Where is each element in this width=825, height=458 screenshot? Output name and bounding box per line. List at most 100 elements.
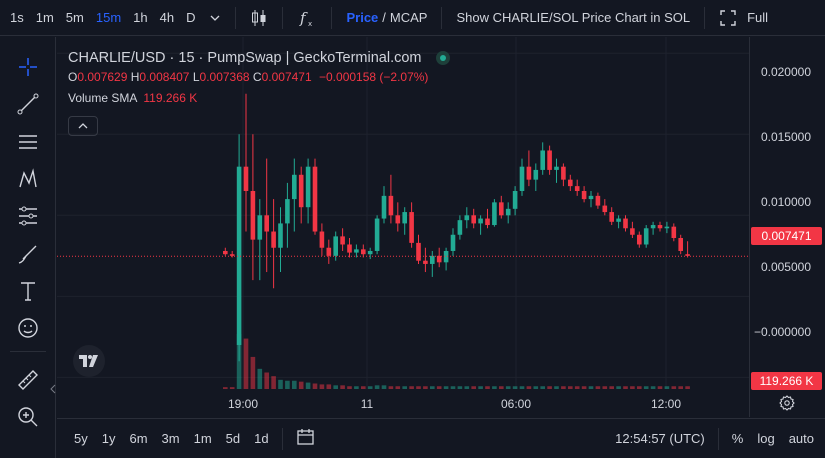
- candle-body: [478, 218, 483, 224]
- candle-body: [457, 220, 463, 235]
- candle-body: [650, 225, 656, 229]
- price-change: −0.000158 (−2.07%): [319, 70, 429, 84]
- timeframe-D[interactable]: D: [186, 10, 196, 25]
- timeframe-5m[interactable]: 5m: [65, 10, 84, 25]
- range-6m[interactable]: 6m: [129, 431, 148, 446]
- candle-body: [333, 236, 338, 256]
- log-scale-toggle[interactable]: log: [757, 431, 775, 446]
- crosshair-tool[interactable]: [13, 52, 43, 82]
- ruler-icon: [18, 370, 38, 390]
- candle-body: [312, 166, 318, 232]
- tradingview-logo[interactable]: [73, 345, 105, 377]
- volume-bar: [340, 385, 345, 389]
- candle-type-button[interactable]: [242, 8, 276, 28]
- volume-bar: [568, 386, 573, 389]
- candle-body: [361, 249, 366, 255]
- candle-body: [595, 195, 601, 206]
- zoom-tool[interactable]: [13, 402, 43, 432]
- price-tick: 0.005000: [760, 260, 811, 274]
- candle-body: [443, 250, 449, 263]
- date-range-button[interactable]: [289, 428, 323, 449]
- live-status-dot: [435, 51, 450, 65]
- auto-scale-toggle[interactable]: auto: [788, 431, 814, 446]
- svg-text:x: x: [308, 20, 312, 28]
- candle-body: [250, 190, 256, 240]
- separator: [282, 6, 284, 29]
- percent-scale-toggle[interactable]: %: [731, 431, 744, 446]
- volume-bar: [637, 386, 642, 389]
- timeframe-1h[interactable]: 1h: [133, 10, 148, 25]
- time-axis[interactable]: 19:00 11 06:00 12:00: [57, 389, 749, 417]
- show-sol-chart-button[interactable]: Show CHARLIE/SOL Price Chart in SOL: [456, 10, 691, 25]
- volume-bar: [312, 383, 318, 389]
- candle-body: [471, 215, 476, 224]
- range-3m[interactable]: 3m: [161, 431, 180, 446]
- chart-settings-button[interactable]: [778, 394, 796, 417]
- volume-bar: [395, 386, 401, 389]
- open-value: 0.007629: [77, 70, 128, 84]
- range-1d[interactable]: 1d: [254, 431, 269, 446]
- price-axis[interactable]: 0.020000 0.015000 0.010000 0.005000 −0.0…: [749, 37, 825, 417]
- emoji-tool[interactable]: [13, 313, 43, 343]
- brush-tool[interactable]: [13, 239, 43, 269]
- price-toggle[interactable]: Price: [346, 10, 379, 25]
- timeframe-1m[interactable]: 1m: [35, 10, 54, 25]
- price-chart[interactable]: [57, 37, 749, 417]
- volume-bar: [574, 386, 580, 389]
- ohlc-values: O0.007629 H0.008407 L0.007368 C0.007471 …: [68, 70, 450, 84]
- candle-body: [416, 242, 421, 261]
- candle-body: [388, 195, 394, 216]
- smiley-icon: [18, 318, 38, 338]
- pattern-tool[interactable]: [13, 164, 43, 194]
- trendline-icon: [17, 93, 39, 115]
- fullscreen-button[interactable]: Full: [711, 9, 776, 27]
- timeframe-15m[interactable]: 15m: [95, 10, 122, 25]
- candlestick-icon: [252, 9, 266, 26]
- volume-bar: [602, 386, 608, 389]
- candle-body: [526, 166, 532, 180]
- volume-bar: [402, 386, 407, 389]
- zoom-in-icon: [18, 407, 38, 427]
- separator: [281, 427, 283, 450]
- close-label: C: [252, 70, 262, 84]
- volume-bar: [485, 386, 490, 389]
- drawing-toolbar: [0, 37, 56, 458]
- volume-bar: [588, 386, 594, 389]
- range-5d[interactable]: 5d: [225, 431, 241, 446]
- time-tick: 12:00: [650, 397, 682, 411]
- text-icon: [21, 282, 35, 301]
- candle-body: [367, 250, 373, 255]
- timeframe-dropdown[interactable]: [201, 12, 229, 24]
- range-1y[interactable]: 1y: [101, 431, 116, 446]
- indicators-button[interactable]: f x: [289, 8, 325, 28]
- volume-bar: [430, 386, 435, 389]
- volume-bar: [285, 380, 290, 389]
- trendline-tool[interactable]: [13, 89, 43, 119]
- volume-bar: [526, 386, 532, 389]
- range-1m[interactable]: 1m: [193, 431, 212, 446]
- collapse-toolbar-handle[interactable]: [50, 377, 56, 401]
- chevron-down-icon: [211, 15, 220, 21]
- candle-body: [643, 228, 649, 245]
- candle-body: [568, 179, 573, 187]
- volume-bar: [257, 368, 263, 389]
- mcap-toggle[interactable]: MCAP: [389, 10, 428, 25]
- volume-bar: [457, 386, 463, 389]
- price-tick: 0.010000: [760, 195, 811, 209]
- price-tick: 0.020000: [760, 65, 811, 79]
- fib-tool[interactable]: [13, 201, 43, 231]
- candle-body: [450, 234, 456, 251]
- timeframe-1s[interactable]: 1s: [10, 10, 24, 25]
- volume-sma-label: Volume SMA: [68, 91, 138, 105]
- range-5y[interactable]: 5y: [74, 431, 88, 446]
- candle-body: [685, 254, 690, 256]
- ruler-tool[interactable]: [13, 365, 43, 395]
- text-tool[interactable]: [13, 276, 43, 306]
- timeframe-4h[interactable]: 4h: [159, 10, 175, 25]
- horizontal-lines-tool[interactable]: [13, 127, 43, 157]
- candle-body: [326, 247, 332, 256]
- volume-bar: [361, 386, 366, 389]
- collapse-legend-button[interactable]: [68, 116, 98, 136]
- utc-clock[interactable]: 12:54:57 (UTC): [615, 431, 705, 446]
- candle-body: [561, 166, 566, 180]
